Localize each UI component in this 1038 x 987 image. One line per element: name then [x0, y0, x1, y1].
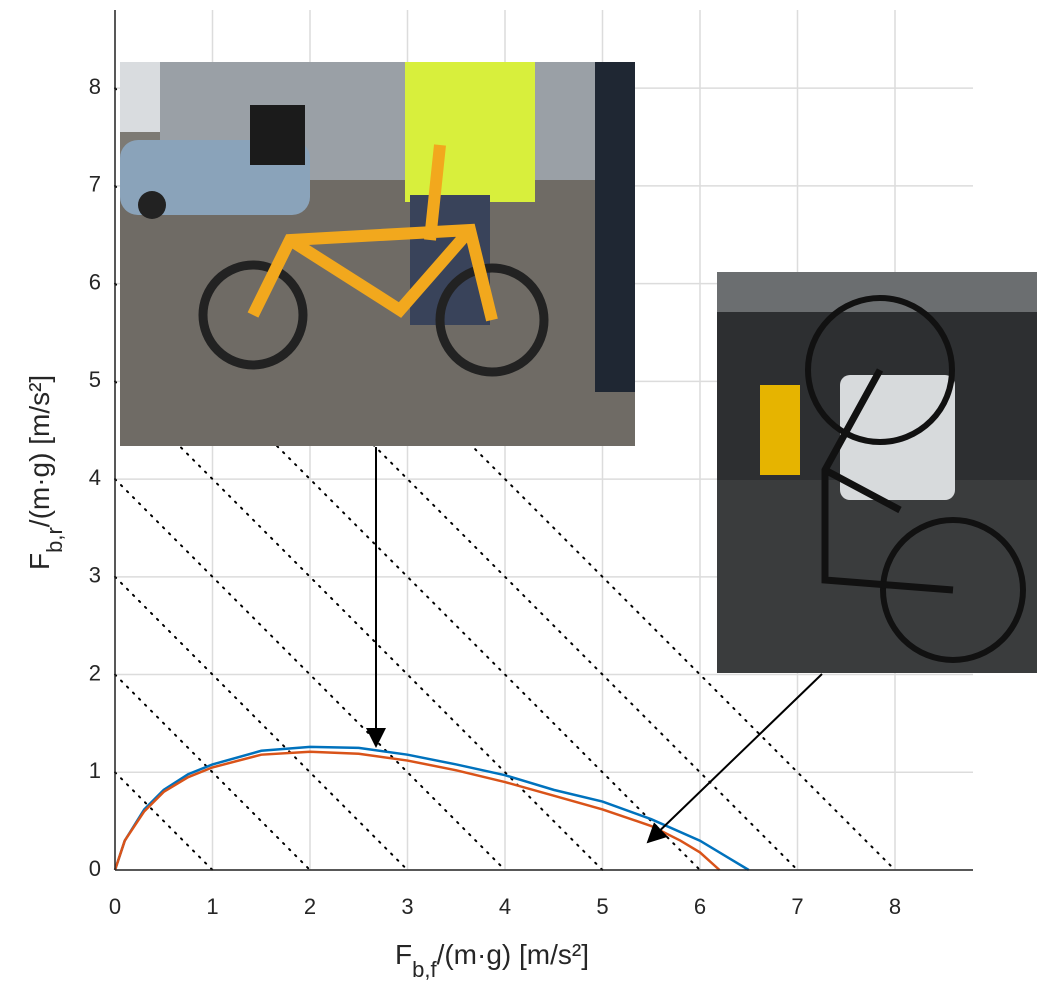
y-label-rest: /(m·g) [m/s²]: [24, 375, 55, 527]
y-label-sub: b,r: [42, 527, 67, 553]
y-tick-label: 4: [89, 465, 101, 490]
y-tick-label: 3: [89, 563, 101, 588]
photo-folding-bike: [120, 62, 635, 446]
y-axis-label: Fb,r/(m·g) [m/s²]: [24, 375, 66, 570]
x-label-main: F: [395, 939, 412, 970]
chart: 012345678012345678 Fb,f/(m·g) [m/s²] Fb,…: [0, 0, 1038, 987]
page: 012345678012345678 Fb,f/(m·g) [m/s²] Fb,…: [0, 0, 1038, 987]
x-tick-label: 8: [889, 894, 901, 919]
photo-hanging-bike: [717, 272, 1037, 673]
x-label-rest: /(m·g) [m/s²]: [437, 939, 589, 970]
y-tick-label: 8: [89, 74, 101, 99]
y-label-main: F: [24, 553, 55, 570]
y-tick-label: 1: [89, 758, 101, 783]
arrow: [648, 674, 822, 842]
iso-deceleration-line: [115, 381, 603, 870]
x-tick-label: 5: [596, 894, 608, 919]
x-tick-label: 0: [109, 894, 121, 919]
y-tick-label: 7: [89, 172, 101, 197]
x-axis-label: Fb,f/(m·g) [m/s²]: [395, 939, 589, 981]
x-tick-label: 1: [206, 894, 218, 919]
iso-deceleration-line: [115, 577, 408, 870]
x-label-sub: b,f: [412, 957, 437, 982]
y-tick-label: 0: [89, 856, 101, 881]
y-tick-label: 5: [89, 367, 101, 392]
x-tick-label: 2: [304, 894, 316, 919]
x-tick-label: 7: [791, 894, 803, 919]
x-tick-label: 3: [401, 894, 413, 919]
x-tick-label: 4: [499, 894, 511, 919]
y-tick-label: 2: [89, 660, 101, 685]
iso-deceleration-line: [115, 772, 213, 870]
y-tick-label: 6: [89, 269, 101, 294]
x-tick-label: 6: [694, 894, 706, 919]
